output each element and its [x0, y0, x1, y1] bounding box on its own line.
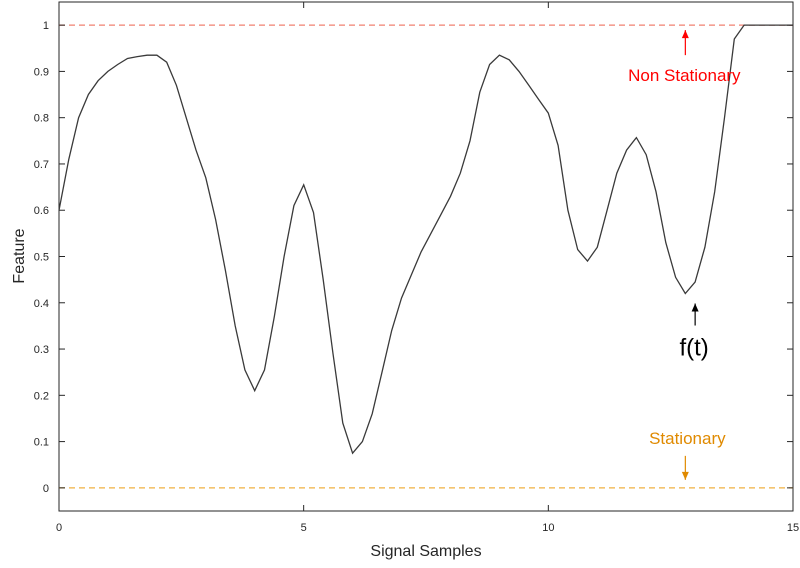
annotation-non-stationary: Non Stationary: [628, 66, 741, 85]
y-tick-label: 0.2: [34, 390, 49, 402]
annotations: Non Stationary Stationary f(t): [628, 30, 741, 480]
y-tick-label: 0: [43, 483, 49, 495]
y-tick-label: 0.5: [34, 252, 49, 264]
x-tick-label: 5: [301, 522, 307, 534]
y-tick-label: 0.9: [34, 66, 49, 78]
reference-lines: [59, 24, 793, 489]
y-tick-label: 0.6: [34, 205, 49, 217]
x-tick-label: 15: [787, 522, 799, 534]
series-group: [58, 24, 793, 455]
y-tick-label: 0.1: [34, 437, 49, 449]
nonstationary-arrow-head: [681, 30, 689, 39]
x-axis-title: Signal Samples: [370, 543, 481, 560]
plot-area: [58, 1, 794, 512]
x-tick-label: 0: [56, 522, 62, 534]
y-tick-label: 0.4: [34, 298, 49, 310]
annotation-f-of-t: f(t): [679, 335, 708, 362]
y-tick-label: 1: [43, 20, 49, 32]
series-line-0: [58, 24, 793, 455]
y-axis-title: Feature: [11, 228, 28, 283]
ft-arrow-head: [691, 303, 699, 312]
y-tick-label: 0.3: [34, 344, 49, 356]
y-axis-ticks: 0 0.1 0.2 0.3 0.4 0.5 0.6 0.7 0.8 0.9 1: [34, 20, 793, 495]
y-tick-label: 0.8: [34, 113, 49, 125]
x-tick-label: 10: [542, 522, 554, 534]
stationary-arrow-head: [681, 471, 689, 480]
annotation-stationary: Stationary: [649, 429, 726, 448]
x-axis-ticks: 0 5 10 15: [56, 2, 799, 534]
y-tick-label: 0.7: [34, 159, 49, 171]
